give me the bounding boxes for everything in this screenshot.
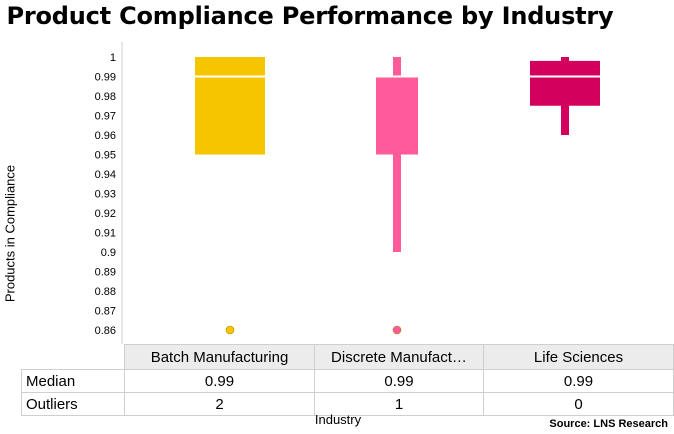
- outlier-point: [392, 325, 402, 335]
- table-cell: 2: [124, 392, 315, 416]
- y-tick-label: 0.86: [95, 325, 116, 337]
- boxes-layer: [195, 57, 600, 335]
- category-header-row: Batch Manufacturing Discrete Manufact… L…: [22, 344, 674, 370]
- y-tick-label: 0.95: [95, 150, 116, 162]
- table-cell: 0.99: [483, 369, 674, 393]
- y-tick-label: 1: [110, 52, 116, 64]
- box: [195, 57, 265, 155]
- y-axis-ticks: 1 0.99 0.98 0.97 0.96 0.95 0.94 0.93 0.92 0.91 0.9…: [95, 52, 116, 337]
- table-cell: 0: [483, 392, 674, 416]
- y-tick-label: 0.88: [95, 286, 116, 298]
- source-note: Source: LNS Research: [549, 418, 668, 430]
- y-tick-label: 0.87: [95, 306, 116, 318]
- y-tick-label: 0.94: [95, 169, 116, 181]
- median-row: Median 0.99 0.99 0.99: [21, 369, 674, 393]
- box: [530, 60, 600, 106]
- y-tick-label: 0.97: [95, 111, 116, 123]
- outliers-row: Outliers 2 1 0: [21, 392, 674, 416]
- table-cell: 0.99: [124, 369, 315, 393]
- y-tick-label: 0.89: [95, 267, 116, 279]
- y-tick-label: 0.93: [95, 189, 116, 201]
- category-label: Life Sciences: [483, 344, 674, 370]
- summary-table: Batch Manufacturing Discrete Manufact… L…: [21, 344, 674, 416]
- table-cell: 1: [314, 392, 484, 416]
- y-tick-label: 0.92: [95, 208, 116, 220]
- category-label: Batch Manufacturing: [124, 344, 315, 370]
- y-tick-label: 0.91: [95, 228, 116, 240]
- table-cell: 0.99: [314, 369, 484, 393]
- category-label: Discrete Manufact…: [314, 344, 484, 370]
- y-tick-label: 0.98: [95, 91, 116, 103]
- x-axis-label: Industry: [314, 412, 362, 427]
- box: [376, 76, 418, 155]
- y-tick-label: 0.9: [101, 247, 116, 259]
- chart-title: Product Compliance Performance by Indust…: [6, 2, 614, 30]
- row-label: Outliers: [21, 392, 125, 416]
- y-axis-label: Products in Compliance: [2, 164, 18, 303]
- y-tick-label: 0.99: [95, 72, 116, 84]
- y-tick-label: 0.96: [95, 130, 116, 142]
- outlier-point: [225, 325, 235, 335]
- table-corner: [22, 345, 125, 370]
- row-label: Median: [21, 369, 125, 393]
